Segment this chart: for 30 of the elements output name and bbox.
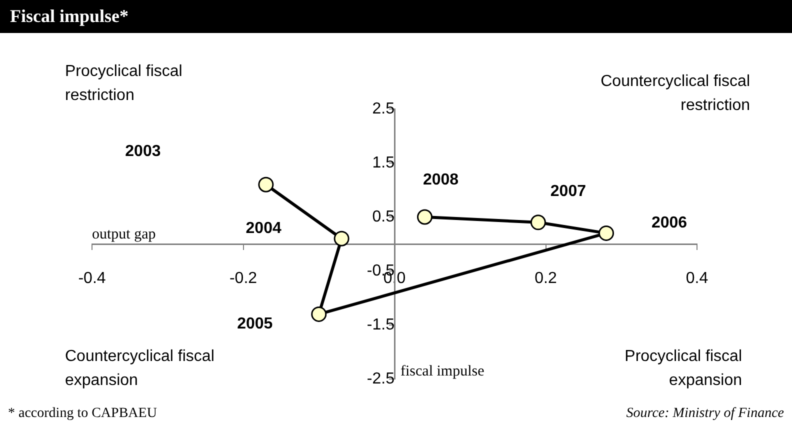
y-tick-label: -2.5 xyxy=(366,370,395,388)
annotation: Countercyclical fiscal expansion xyxy=(65,347,216,391)
text: * according to CAPBAEU xyxy=(8,406,157,422)
point xyxy=(258,176,274,192)
x-tick-label: -0.4 xyxy=(78,270,106,288)
x-axis-title: output gap xyxy=(92,226,156,242)
annotation: 2007 xyxy=(550,182,586,200)
annotation: 2003 xyxy=(125,143,161,160)
point xyxy=(598,225,614,241)
point xyxy=(311,306,327,322)
annotation: 2004 xyxy=(246,220,282,238)
x-tick-label: 0.4 xyxy=(686,270,708,288)
y-tick-label: 2.5 xyxy=(372,100,395,118)
chart-title: Fiscal impulse* xyxy=(0,0,792,33)
point xyxy=(334,230,350,246)
annotation: 2005 xyxy=(237,316,273,333)
text: Procyclical fiscal restriction xyxy=(65,62,184,106)
y-tick-label: 0.5 xyxy=(372,208,395,226)
source-note: Source: Ministry of Finance xyxy=(626,406,784,422)
x-tick-label: -0.2 xyxy=(229,270,258,288)
annotation: 2006 xyxy=(651,214,688,232)
y-axis-title: fiscal impulse xyxy=(400,363,485,380)
annotation: 2008 xyxy=(422,171,459,188)
y-tick-label: -1.5 xyxy=(366,316,395,334)
y-tick-label: 1.5 xyxy=(372,154,395,172)
point xyxy=(530,214,546,230)
point xyxy=(417,209,432,225)
annotation: Procyclical fiscal expansion xyxy=(624,347,742,391)
annotation: Countercyclical fiscal restriction xyxy=(600,72,750,116)
x-tick-label: 0.2 xyxy=(534,270,557,288)
